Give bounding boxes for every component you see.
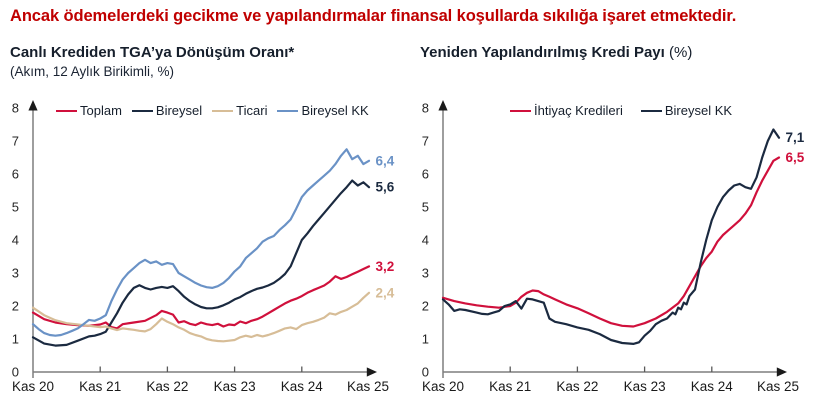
y-axis-arrow-icon — [438, 100, 448, 111]
left-chart-title-bold: Canlı Krediden TGA’ya Dönüşüm Oranı* — [10, 44, 295, 61]
y-tick-label: 6 — [12, 167, 19, 182]
x-tick-label: Kas 21 — [79, 379, 121, 394]
y-tick-label: 4 — [12, 233, 19, 248]
end-label-bireysel-kk: 7,1 — [786, 130, 805, 145]
end-label-toplam: 3,2 — [376, 259, 395, 274]
series-line-i-htiya-kredileri — [441, 156, 781, 328]
legend-label: Bireysel KK — [301, 103, 369, 118]
right-chart-title: Yeniden Yapılandırılmış Kredi Payı (%) — [420, 44, 812, 62]
end-label-i-htiya-kredileri: 6,5 — [786, 150, 805, 165]
series-line-toplam — [31, 265, 371, 330]
right-chart-title-bold: Yeniden Yapılandırılmış Kredi Payı — [420, 44, 665, 61]
left-chart-legend: Toplam Bireysel Ticari Bireysel KK — [56, 103, 369, 118]
y-tick-label: 7 — [422, 134, 429, 149]
y-tick-label: 5 — [12, 200, 19, 215]
x-tick-label: Kas 22 — [146, 379, 188, 394]
page-title: Ancak ödemelerdeki gecikme ve yapılandır… — [10, 7, 737, 25]
legend-line-swatch — [510, 109, 531, 112]
y-tick-label: 0 — [12, 365, 19, 380]
legend-label: Bireysel — [155, 103, 203, 118]
x-tick-label: Kas 20 — [12, 379, 54, 394]
x-tick-label: Kas 23 — [214, 379, 256, 394]
legend-item-toplam: Toplam — [56, 103, 122, 118]
y-tick-label: 2 — [422, 299, 429, 314]
y-tick-label: 1 — [422, 332, 429, 347]
legend-item-bireysel-kk: Bireysel KK — [277, 103, 369, 118]
legend-line-swatch — [131, 109, 153, 112]
y-tick-label: 5 — [422, 200, 429, 215]
x-axis-arrow-icon — [366, 367, 377, 377]
series-line-bireysel-kk — [441, 128, 781, 345]
legend-item-i-htiya-kredileri: İhtiyaç Kredileri — [510, 103, 623, 118]
series-line-bireysel — [31, 179, 371, 347]
left-chart-title: Canlı Krediden TGA’ya Dönüşüm Oranı* — [10, 44, 410, 62]
x-tick-label: Kas 23 — [624, 379, 666, 394]
left-chart-panel: Canlı Krediden TGA’ya Dönüşüm Oranı* (Ak… — [10, 44, 410, 80]
legend-item-ticari: Ticari — [212, 103, 267, 118]
y-tick-label: 4 — [422, 233, 429, 248]
right-chart-legend: İhtiyaç Kredileri Bireysel KK — [510, 103, 732, 118]
x-tick-label: Kas 25 — [757, 379, 799, 394]
x-tick-label: Kas 24 — [691, 379, 734, 394]
y-tick-label: 6 — [422, 167, 429, 182]
y-tick-label: 2 — [12, 299, 19, 314]
y-tick-label: 1 — [12, 332, 19, 347]
x-axis-arrow-icon — [776, 367, 787, 377]
legend-line-swatch — [56, 109, 77, 112]
right-chart-panel: Yeniden Yapılandırılmış Kredi Payı (%) — [420, 44, 812, 63]
x-tick-label: Kas 22 — [556, 379, 598, 394]
legend-label: İhtiyaç Kredileri — [534, 103, 623, 118]
series-line-ticari — [31, 291, 371, 343]
legend-item-bireysel-kk: Bireysel KK — [640, 103, 733, 118]
legend-line-swatch — [640, 109, 662, 112]
legend-line-swatch — [212, 109, 234, 112]
y-tick-label: 3 — [12, 266, 19, 281]
legend-item-bireysel: Bireysel — [131, 103, 203, 118]
right-chart: Kas 20 Kas 21 Kas 22 Kas 23 Kas 24 Kas 25 0 1 2 3… — [422, 100, 805, 394]
y-tick-label: 8 — [12, 101, 19, 116]
y-axis-arrow-icon — [28, 100, 38, 111]
left-chart: Kas 20 Kas 21 Kas 22 Kas 23 Kas 24 Kas 25 0 1 2 3… — [12, 100, 395, 394]
end-label-bireysel-kk: 6,4 — [376, 153, 395, 168]
y-tick-label: 3 — [422, 266, 429, 281]
x-tick-label: Kas 20 — [422, 379, 464, 394]
end-label-bireysel: 5,6 — [376, 180, 395, 195]
legend-label: Bireysel KK — [664, 103, 733, 118]
legend-line-swatch — [277, 109, 299, 112]
left-chart-subtitle: (Akım, 12 Aylık Birikimli, %) — [10, 64, 175, 79]
right-chart-title-normal: (%) — [669, 44, 693, 61]
y-tick-label: 7 — [12, 134, 19, 149]
y-tick-label: 0 — [422, 365, 429, 380]
x-tick-label: Kas 25 — [347, 379, 389, 394]
legend-label: Toplam — [80, 103, 122, 118]
series-line-bireysel-kk — [31, 148, 371, 337]
end-label-ticari: 2,4 — [376, 285, 395, 300]
legend-label: Ticari — [236, 103, 268, 118]
y-tick-label: 8 — [422, 101, 429, 116]
x-tick-label: Kas 24 — [281, 379, 324, 394]
x-tick-label: Kas 21 — [489, 379, 531, 394]
